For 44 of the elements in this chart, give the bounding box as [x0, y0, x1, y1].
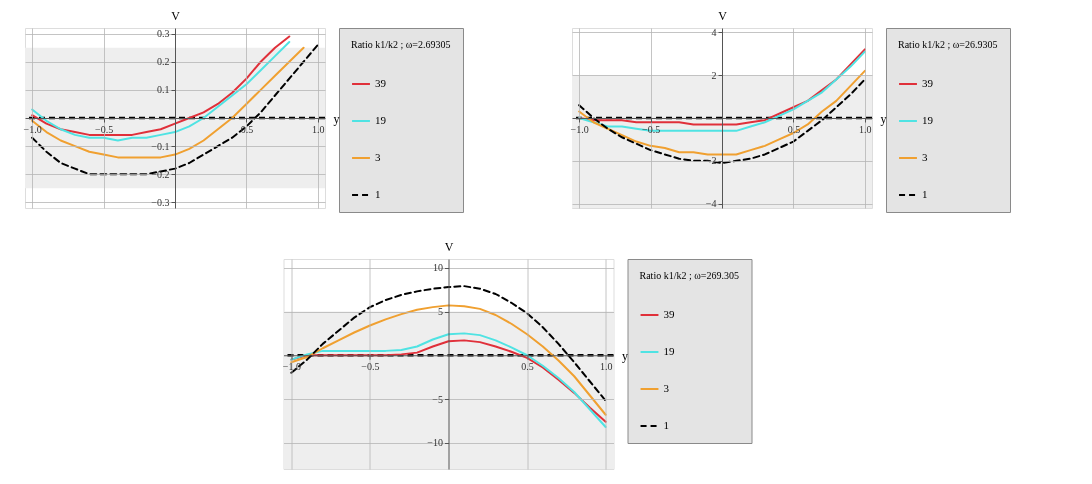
x-tick-label: 1.0 [859, 123, 872, 135]
x-tick-label: 0.5 [521, 360, 534, 372]
legend-label: 3 [375, 151, 381, 163]
legend-title: Ratio k1/k2 ; ω=2.69305 [351, 39, 451, 50]
y-tick-label: 5 [438, 306, 443, 317]
y-tick-label: 0.1 [157, 84, 170, 96]
y-axis-title: V [171, 8, 181, 23]
legend-label: 19 [663, 345, 675, 357]
legend-label: 1 [375, 188, 381, 200]
y-tick-label: 10 [433, 262, 443, 274]
y-tick-label: −0.2 [151, 168, 170, 180]
y-tick-label: −5 [432, 393, 443, 405]
legend-title: Ratio k1/k2 ; ω=269.305 [639, 270, 739, 281]
y-tick-label: 0.3 [157, 28, 170, 40]
x-axis-title: y [622, 348, 628, 363]
legend-label: 19 [922, 114, 934, 126]
y-tick-label: −4 [705, 198, 717, 210]
x-tick-label: 1.0 [312, 123, 325, 135]
y-tick-label: 4 [711, 26, 717, 38]
x-axis-title: y [880, 111, 887, 126]
y-tick-label: −10 [427, 437, 443, 449]
legend-label: 19 [375, 114, 387, 126]
x-tick-label: −0.5 [361, 360, 380, 372]
x-tick-label: 1.0 [599, 360, 613, 372]
y-axis-title: V [444, 239, 454, 254]
x-tick-label: −0.5 [95, 123, 114, 135]
legend-label: 1 [922, 188, 928, 200]
y-tick-label: 2 [711, 69, 717, 81]
x-tick-label: −1.0 [570, 123, 589, 135]
x-tick-label: 0.5 [787, 123, 801, 135]
legend-label: 3 [922, 151, 928, 163]
x-tick-label: −1.0 [23, 123, 42, 135]
legend-label: 39 [663, 308, 675, 320]
legend-label: 3 [663, 382, 670, 394]
legend-label: 1 [663, 419, 669, 431]
y-tick-label: −0.1 [151, 140, 170, 152]
legend-title: Ratio k1/k2 ; ω=26.9305 [898, 39, 998, 50]
legend-label: 39 [375, 77, 387, 89]
x-axis-title: y [333, 111, 340, 126]
y-tick-label: 0.2 [157, 56, 170, 68]
legend-label: 39 [922, 77, 934, 89]
x-tick-label: −1.0 [282, 360, 301, 372]
y-axis-title: V [718, 8, 728, 23]
y-tick-label: −0.3 [151, 196, 170, 208]
